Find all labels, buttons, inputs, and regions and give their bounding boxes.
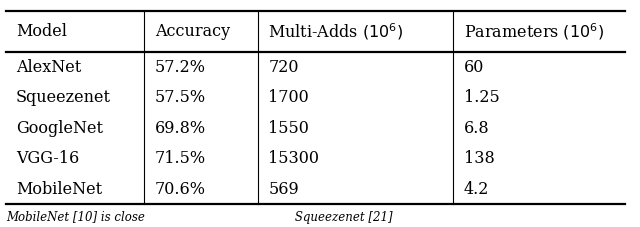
Text: Model: Model [16, 23, 67, 40]
Text: 720: 720 [268, 59, 299, 76]
Text: Squeezenet: Squeezenet [16, 89, 111, 106]
Text: Accuracy: Accuracy [155, 23, 230, 40]
Text: 15300: 15300 [268, 150, 319, 167]
Text: 4.2: 4.2 [464, 181, 490, 197]
Text: 1550: 1550 [268, 120, 309, 137]
Text: MobileNet [10] is close                                        Squeezenet [21]: MobileNet [10] is close Squeezenet [21] [6, 211, 393, 225]
Text: MobileNet: MobileNet [16, 181, 102, 197]
Text: VGG-16: VGG-16 [16, 150, 79, 167]
Text: 1.25: 1.25 [464, 89, 500, 106]
Text: 6.8: 6.8 [464, 120, 490, 137]
Text: 138: 138 [464, 150, 495, 167]
Text: GoogleNet: GoogleNet [16, 120, 103, 137]
Text: 71.5%: 71.5% [155, 150, 206, 167]
Text: Multi-Adds $(10^6)$: Multi-Adds $(10^6)$ [268, 21, 404, 42]
Text: 60: 60 [464, 59, 484, 76]
Text: AlexNet: AlexNet [16, 59, 81, 76]
Text: 57.5%: 57.5% [155, 89, 206, 106]
Text: 69.8%: 69.8% [155, 120, 206, 137]
Text: 57.2%: 57.2% [155, 59, 205, 76]
Text: 1700: 1700 [268, 89, 309, 106]
Text: 70.6%: 70.6% [155, 181, 205, 197]
Text: Parameters $(10^6)$: Parameters $(10^6)$ [464, 21, 604, 42]
Text: 569: 569 [268, 181, 299, 197]
